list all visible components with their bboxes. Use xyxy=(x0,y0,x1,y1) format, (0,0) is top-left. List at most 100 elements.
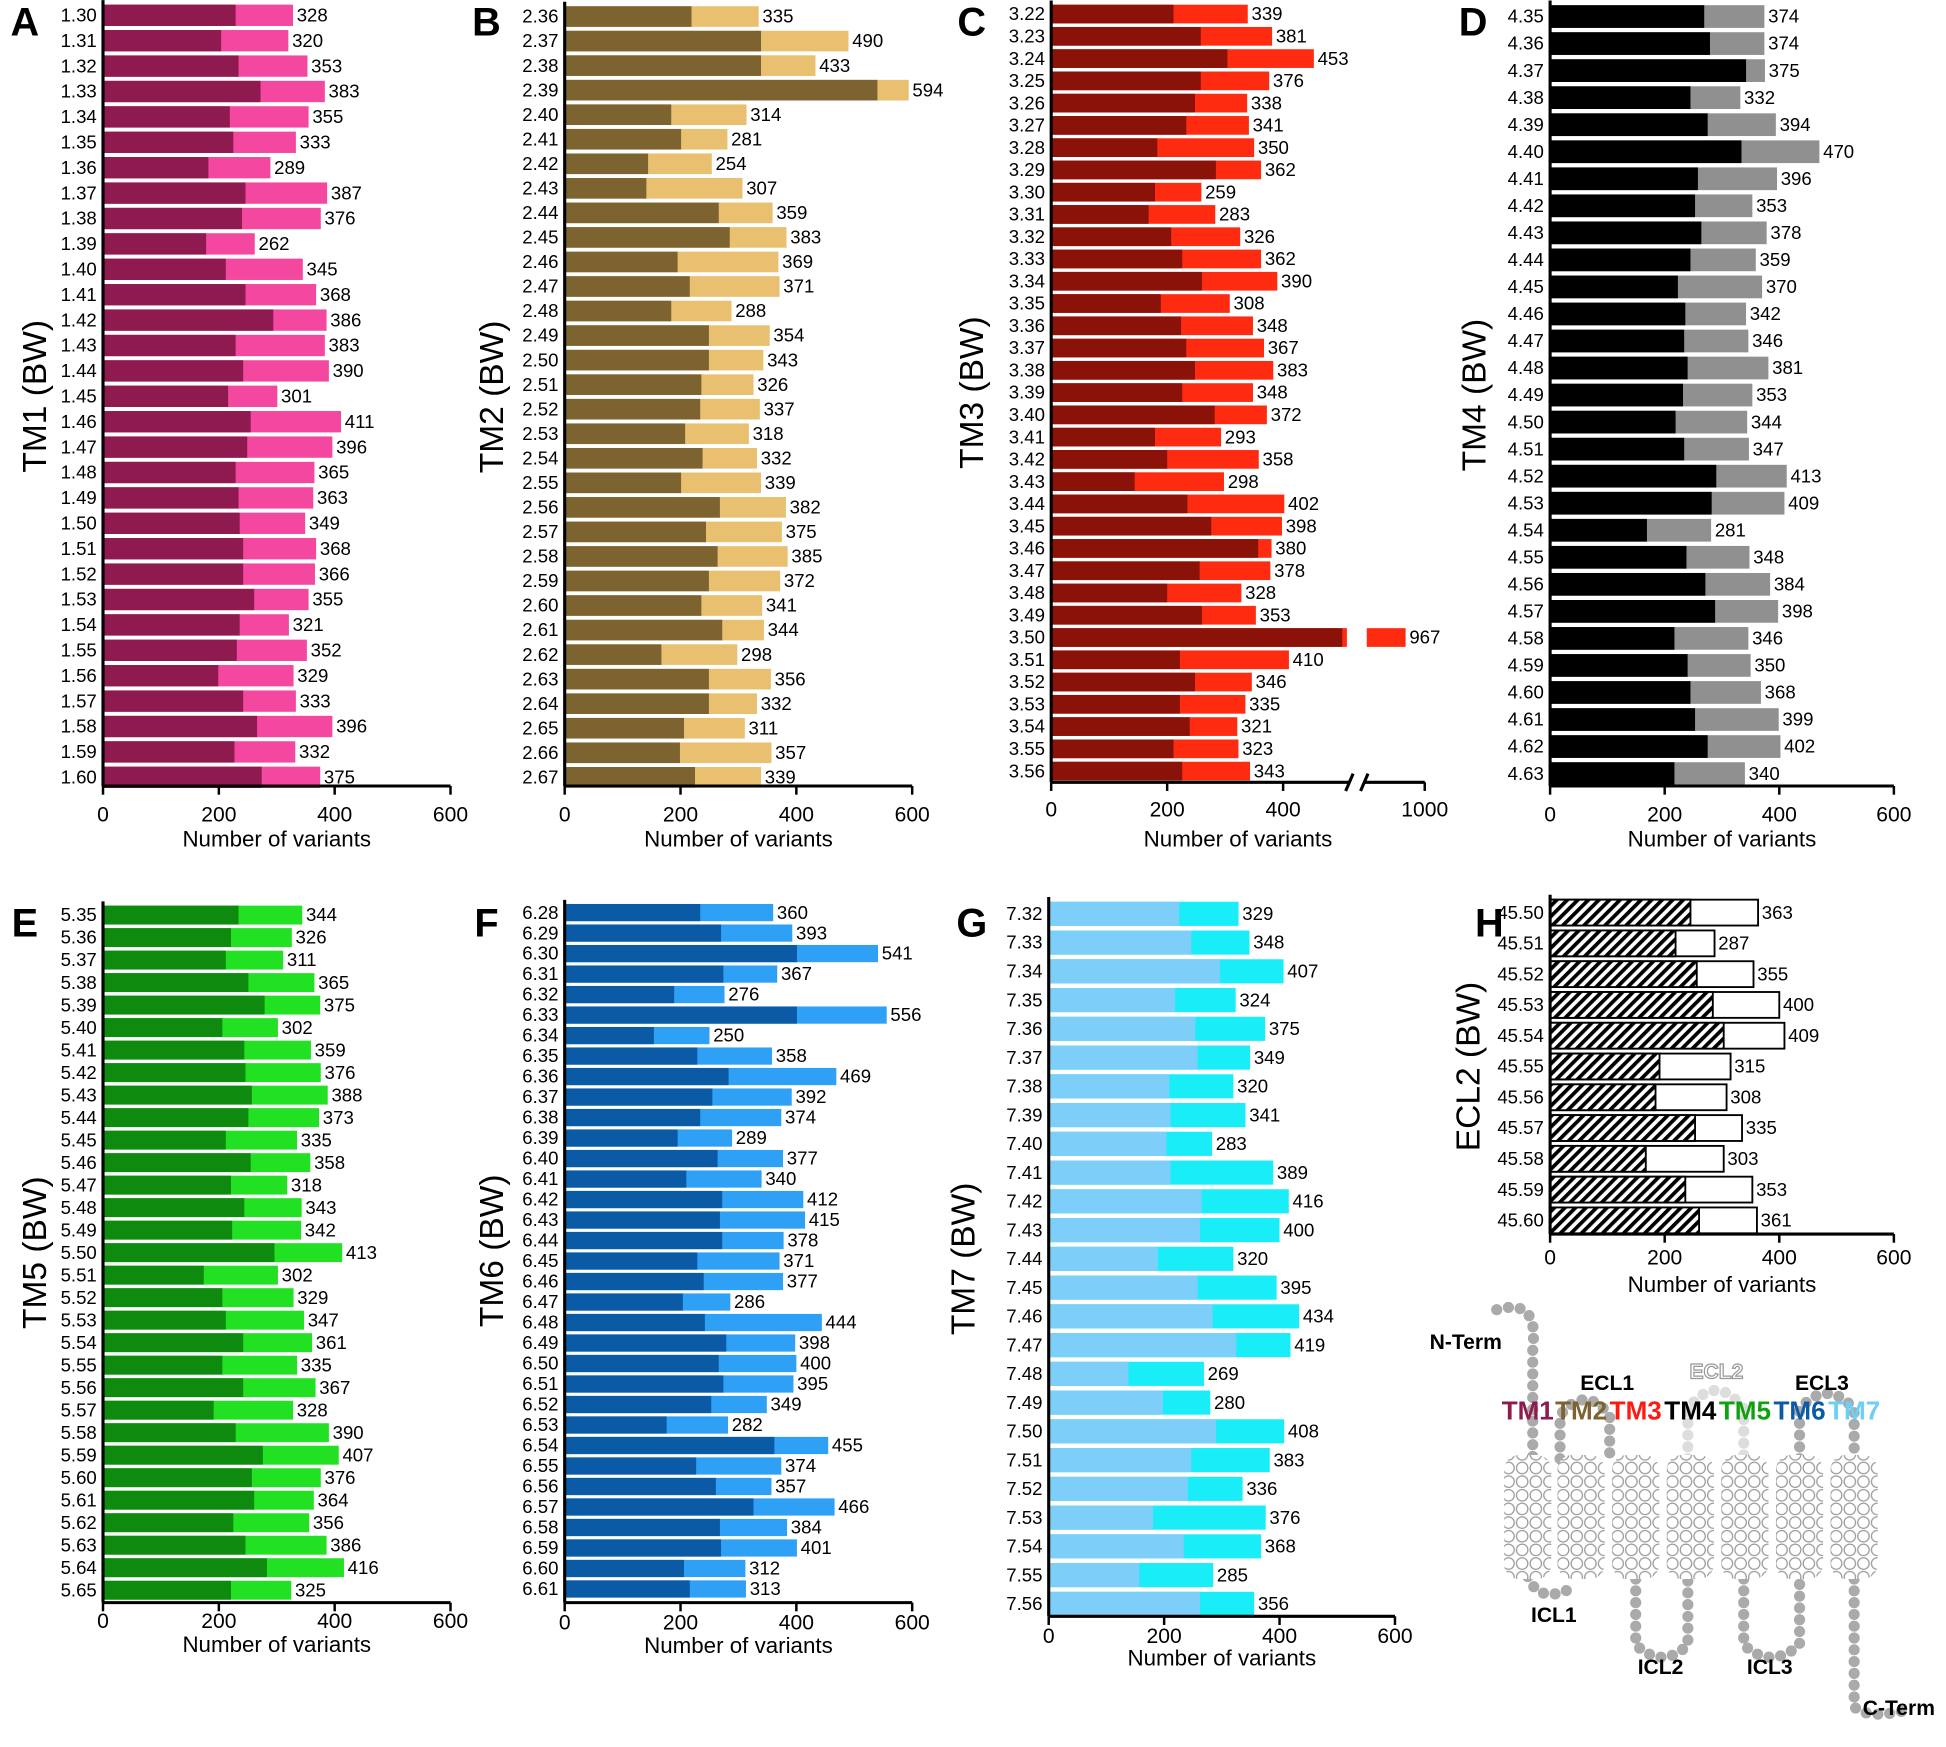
category-label: 6.48 xyxy=(522,1312,558,1333)
snake-plot xyxy=(1491,1301,1911,1720)
value-label: 385 xyxy=(791,546,822,567)
bar xyxy=(1550,86,1691,110)
value-label: 344 xyxy=(768,619,799,640)
bar xyxy=(564,1272,704,1291)
bar xyxy=(564,944,797,963)
value-label: 348 xyxy=(1253,932,1284,953)
bar xyxy=(1048,1591,1200,1616)
x-tick-label: 200 xyxy=(1150,798,1185,821)
bar xyxy=(1048,1246,1158,1271)
category-label: 5.57 xyxy=(61,1399,97,1420)
category-label: 1.49 xyxy=(61,487,97,508)
category-label: 5.48 xyxy=(61,1197,97,1218)
value-label: 398 xyxy=(1782,601,1813,622)
value-label: 342 xyxy=(305,1219,336,1240)
value-label: 333 xyxy=(300,131,331,152)
value-label: 358 xyxy=(1262,449,1293,470)
bar xyxy=(103,55,239,77)
category-label: 2.48 xyxy=(522,300,558,321)
bar xyxy=(1549,991,1714,1019)
category-label: 5.62 xyxy=(61,1512,97,1533)
category-label: 2.39 xyxy=(522,79,558,100)
value-label: 333 xyxy=(300,690,331,711)
value-label: 413 xyxy=(346,1242,377,1263)
category-label: 5.47 xyxy=(61,1174,97,1195)
helix xyxy=(1666,1454,1714,1580)
category-label: 3.42 xyxy=(1009,449,1045,470)
category-label: 2.36 xyxy=(522,6,558,27)
x-tick-label: 0 xyxy=(559,1611,571,1634)
value-label: 396 xyxy=(336,716,367,737)
panel-letter: A xyxy=(10,1,39,45)
category-label: 4.42 xyxy=(1508,195,1544,216)
category-label: 4.49 xyxy=(1508,384,1544,405)
bar xyxy=(1051,383,1183,402)
value-label: 326 xyxy=(1244,226,1275,247)
value-label: 276 xyxy=(728,984,759,1005)
category-label: 1.30 xyxy=(61,4,97,25)
category-label: 45.52 xyxy=(1497,963,1544,984)
value-label: 378 xyxy=(1770,222,1801,243)
category-label: 1.44 xyxy=(61,360,97,381)
bar xyxy=(1051,761,1183,781)
category-label: 2.55 xyxy=(522,472,558,493)
category-label: 1.41 xyxy=(61,284,97,305)
category-label: 3.44 xyxy=(1009,493,1045,514)
category-label: 2.51 xyxy=(522,374,558,395)
bar xyxy=(564,1313,705,1332)
category-label: 6.55 xyxy=(522,1455,558,1476)
bar xyxy=(564,104,672,126)
category-label: 7.55 xyxy=(1006,1564,1042,1585)
category-label: 4.63 xyxy=(1508,763,1544,784)
value-label: 381 xyxy=(1772,357,1803,378)
value-label: 288 xyxy=(735,300,766,321)
category-label: 1.37 xyxy=(61,182,97,203)
category-label: 3.26 xyxy=(1009,92,1045,113)
bar xyxy=(103,1265,204,1285)
category-label: 6.57 xyxy=(522,1496,558,1517)
category-label: 4.36 xyxy=(1508,33,1544,54)
x-tick-label: 600 xyxy=(433,803,468,826)
category-label: 1.33 xyxy=(61,81,97,102)
category-label: 45.56 xyxy=(1497,1086,1544,1107)
x-tick-label: 1000 xyxy=(1401,798,1448,821)
c-term-loop xyxy=(1848,1573,1911,1720)
bar xyxy=(1051,672,1195,692)
category-label: 5.52 xyxy=(61,1287,97,1308)
category-label: 3.33 xyxy=(1009,248,1045,269)
value-label: 355 xyxy=(312,589,343,610)
panel-letter: C xyxy=(957,1,986,45)
panel-letter: F xyxy=(474,902,498,946)
value-label: 347 xyxy=(1753,438,1784,459)
bar xyxy=(103,1198,245,1218)
category-label: 4.35 xyxy=(1508,6,1544,27)
category-label: 5.50 xyxy=(61,1242,97,1263)
value-label: 396 xyxy=(336,436,367,457)
category-label: 7.43 xyxy=(1006,1219,1042,1240)
value-label: 303 xyxy=(1727,1148,1758,1169)
bar xyxy=(1048,1361,1129,1386)
category-label: 2.49 xyxy=(522,325,558,346)
category-label: 1.52 xyxy=(61,563,97,584)
category-label: 3.50 xyxy=(1009,627,1045,648)
category-label: 3.23 xyxy=(1009,25,1045,46)
bar xyxy=(564,1108,701,1127)
value-label: 359 xyxy=(776,202,807,223)
category-label: 4.58 xyxy=(1508,628,1544,649)
bar xyxy=(564,1026,654,1045)
bar xyxy=(564,668,709,690)
bar xyxy=(564,1088,713,1106)
bar xyxy=(1051,4,1174,24)
category-label: 6.59 xyxy=(522,1537,558,1558)
category-label: 6.33 xyxy=(522,1004,558,1025)
value-label: 320 xyxy=(1237,1248,1268,1269)
value-label: 326 xyxy=(757,374,788,395)
category-label: 2.40 xyxy=(522,104,558,125)
value-label: 332 xyxy=(761,447,792,468)
bar xyxy=(103,1378,244,1398)
bar xyxy=(1051,605,1202,625)
bar xyxy=(103,284,246,306)
bar xyxy=(1048,1275,1198,1300)
x-tick-label: 0 xyxy=(97,1610,109,1633)
bar xyxy=(1048,1333,1237,1358)
